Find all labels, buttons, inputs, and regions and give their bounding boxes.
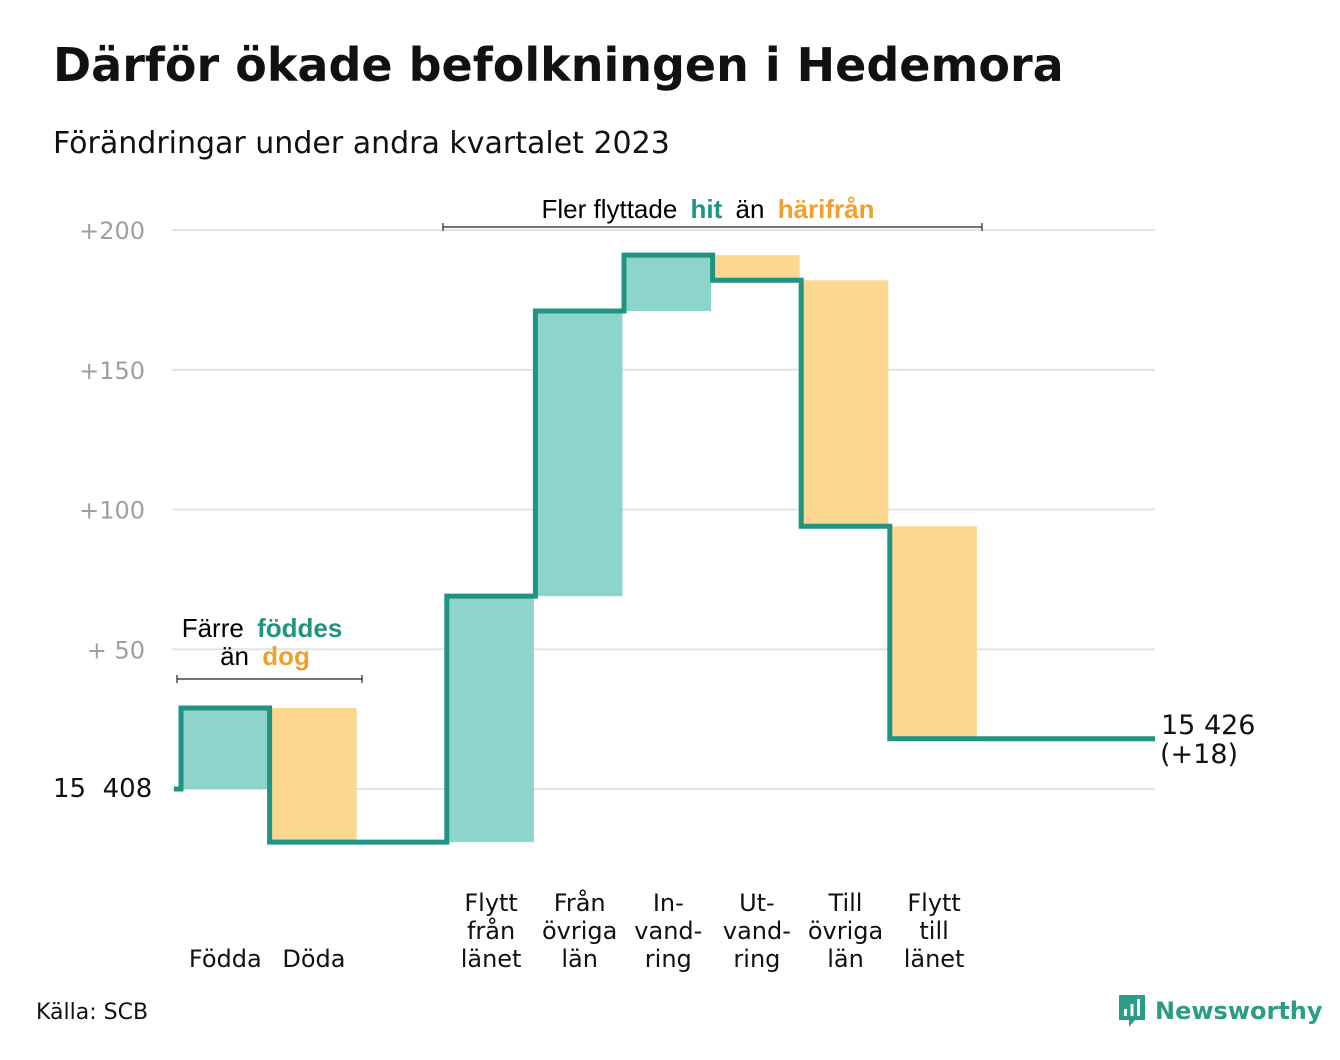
- category-label: Flytt: [464, 889, 518, 917]
- migration-bracket: [442, 223, 983, 231]
- bar-layer: [182, 255, 977, 843]
- natural-annotation-line1: Färre föddes: [182, 613, 343, 643]
- category-label: övriga: [542, 917, 617, 945]
- natural-bracket: [176, 675, 363, 683]
- natural-hit: föddes: [257, 613, 342, 643]
- waterfall-bar: [448, 596, 534, 843]
- category-label: Till: [828, 889, 863, 917]
- migration-annotation: Fler flyttade hit än härifrån: [541, 194, 874, 224]
- brand-name: Newsworthy: [1155, 997, 1323, 1025]
- waterfall-bar: [891, 526, 977, 739]
- category-label: Födda: [189, 945, 262, 973]
- migration-away: härifrån: [778, 194, 875, 224]
- baseline-label: 15 408: [53, 774, 152, 804]
- natural-prefix: Färre: [182, 613, 244, 643]
- category-label: övriga: [808, 917, 883, 945]
- category-label: Från: [554, 888, 606, 917]
- category-label: län: [827, 945, 864, 973]
- label-layer: Födda DödaFlyttfrånlänetFrånövrigalänIn-v…: [189, 888, 965, 973]
- newsworthy-logo-icon: [1119, 995, 1145, 1027]
- category-label: ring: [733, 945, 780, 973]
- waterfall-bar: [625, 255, 712, 312]
- category-label: till: [919, 917, 948, 945]
- end-change-label: (+18): [1160, 739, 1238, 770]
- brand-logo: Newsworthy: [1117, 993, 1323, 1029]
- waterfall-bar: [271, 707, 357, 843]
- waterfall-bar: [714, 255, 800, 281]
- chart-subtitle: Förändringar under andra kvartalet 2023: [53, 126, 670, 161]
- migration-hit: hit: [691, 194, 723, 224]
- category-label: Flytt: [907, 889, 961, 917]
- natural-away: dog: [262, 641, 310, 671]
- line-layer: [174, 252, 1155, 845]
- category-label: länet: [461, 945, 522, 973]
- category-label: Ut-: [739, 889, 775, 917]
- natural-annotation-line2: än dog: [220, 641, 310, 671]
- migration-prefix: Fler flyttade: [541, 194, 677, 224]
- waterfall-bar: [536, 311, 623, 597]
- category-label: vand-: [634, 917, 702, 945]
- grid-layer: + 50 +100 +150 +200: [79, 217, 1155, 790]
- category-label: från: [467, 916, 515, 945]
- y-tick-label: + 50: [87, 636, 145, 664]
- waterfall-bar: [182, 707, 269, 789]
- natural-mid: än: [220, 641, 249, 671]
- category-label: länet: [904, 945, 965, 973]
- waterfall-bar: [802, 280, 889, 527]
- y-tick-label: +100: [79, 497, 145, 525]
- y-tick-label: +150: [79, 357, 145, 385]
- y-tick-label: +200: [79, 217, 145, 245]
- category-label: län: [561, 945, 598, 973]
- end-value-label: 15 426: [1161, 710, 1255, 741]
- category-label: vand-: [723, 917, 791, 945]
- category-label: In-: [653, 889, 684, 917]
- chart-title: Därför ökade befolkningen i Hedemora: [53, 38, 1064, 92]
- migration-mid: än: [736, 194, 765, 224]
- category-label: Döda: [282, 945, 345, 973]
- cumulative-step-line: [174, 252, 1155, 845]
- source-note: Källa: SCB: [36, 1000, 149, 1025]
- category-label: ring: [645, 945, 692, 973]
